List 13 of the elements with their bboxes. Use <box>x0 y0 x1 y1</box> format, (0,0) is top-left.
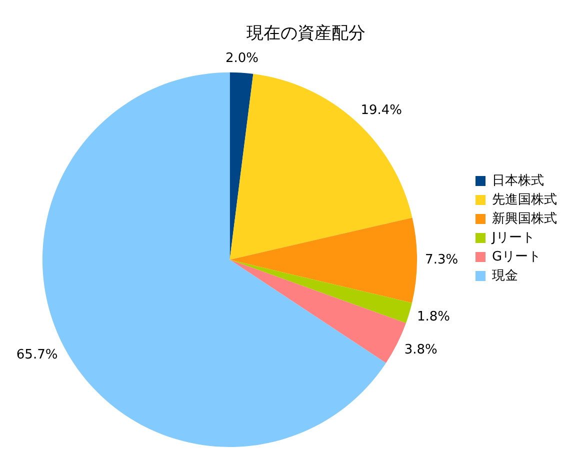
legend-label: 新興国株式 <box>492 211 557 226</box>
legend-label: 日本株式 <box>492 173 544 188</box>
legend-label: Jリート <box>491 230 535 246</box>
data-label: 1.8% <box>416 309 450 324</box>
data-label: 65.7% <box>16 347 58 362</box>
legend-label: 現金 <box>492 268 518 284</box>
legend-label: Gリート <box>492 249 542 264</box>
legend-label: 先進国株式 <box>492 192 557 208</box>
chart-title: 現在の資産配分 <box>246 24 366 44</box>
data-label: 2.0% <box>225 51 259 66</box>
data-label: 3.8% <box>404 342 438 358</box>
data-label: 19.4% <box>360 102 402 118</box>
data-label: 7.3% <box>425 252 458 268</box>
